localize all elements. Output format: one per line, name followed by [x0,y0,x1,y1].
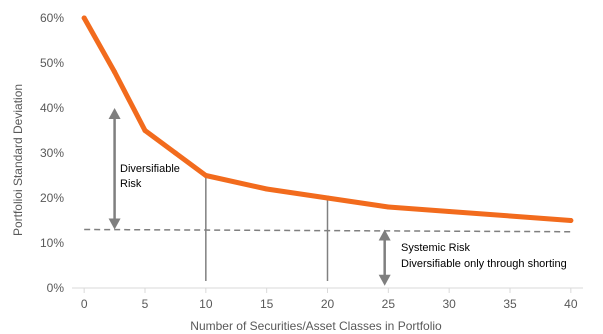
diversifiable-risk-label: Risk [120,178,142,190]
y-tick-label: 40% [40,101,64,115]
x-tick-label: 10 [199,297,213,311]
risk-curve-point [172,150,178,156]
risk-curve-point [112,69,118,75]
y-axis-title: Portfolioi Standard Deviation [11,84,25,236]
x-axis-title: Number of Securities/Asset Classes in Po… [190,319,442,333]
risk-curve-point [568,218,574,223]
systemic-risk-label: Systemic Risk [401,242,471,254]
risk-curve-point [81,15,87,21]
x-tick-label: 20 [321,297,335,311]
y-tick-label: 10% [40,236,64,250]
x-tick-label: 35 [503,297,517,311]
systemic-risk-label: Diversifiable only through shorting [401,258,567,270]
x-tick-label: 0 [81,297,88,311]
y-tick-label: 60% [40,11,64,25]
arrow-head-down [378,274,391,286]
risk-curve-point [446,209,452,214]
risk-curve-point [385,204,391,210]
y-tick-label: 30% [40,146,64,160]
y-tick-label: 0% [47,281,65,295]
arrow-head-down [108,218,121,230]
risk-curve-point [203,173,209,178]
x-tick-label: 15 [260,297,274,311]
y-tick-label: 20% [40,191,64,205]
y-tick-label: 50% [40,56,64,70]
risk-curve-point [142,128,148,133]
risk-curve-point [507,213,513,219]
risk-curve-point [264,186,270,192]
arrow-head-up [378,229,391,241]
x-tick-label: 25 [382,297,396,311]
risk-curve-point [325,195,330,201]
diversifiable-risk-label: Diversifiable [120,163,180,175]
risk-curve-line [81,15,574,223]
x-tick-label: 5 [142,297,149,311]
x-tick-label: 40 [564,297,578,311]
arrow-head-up [108,108,121,119]
x-tick-label: 30 [442,297,456,311]
